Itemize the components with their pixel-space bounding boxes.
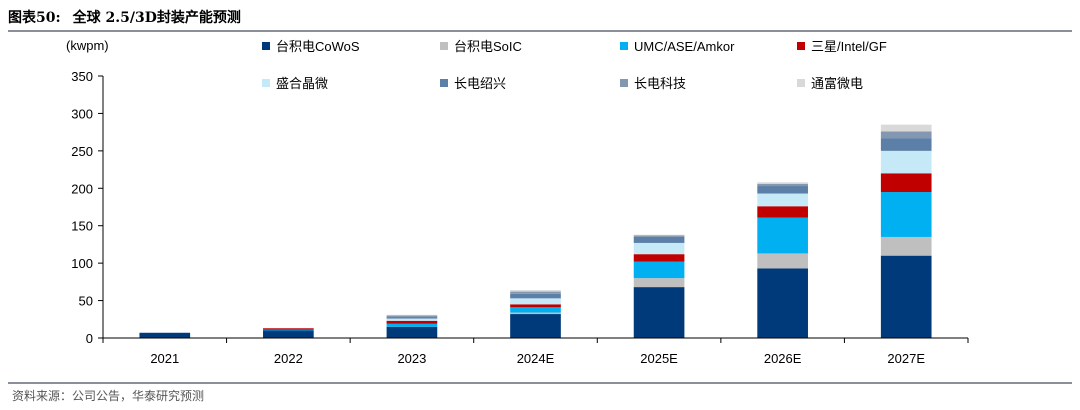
legend: 台积电CoWoS 台积电SoIC UMC/ASE/Amkor 三星/Intel/GF 盛…	[262, 39, 887, 91]
bar-segment	[757, 268, 808, 338]
x-tick-label: 2024E	[517, 351, 555, 366]
bar-segment	[510, 307, 561, 313]
bar-segment	[510, 304, 561, 308]
x-tick-label: 2026E	[764, 351, 802, 366]
bar-segment	[880, 124, 932, 132]
figure-number: 图表50:	[8, 10, 61, 26]
legend-label: 台积电SoIC	[454, 39, 522, 54]
bar-segment	[880, 138, 932, 151]
y-tick-label: 0	[86, 331, 93, 346]
y-tick-label: 250	[71, 144, 93, 159]
legend-label: UMC/ASE/Amkor	[634, 39, 735, 54]
legend-swatch	[440, 79, 448, 87]
legend-item: 三星/Intel/GF	[797, 39, 887, 54]
stacked-bar-chart: 台积电CoWoS 台积电SoIC UMC/ASE/Amkor 三星/Intel/GF 盛…	[66, 38, 969, 366]
bar-segment	[880, 173, 932, 193]
bar-segment	[633, 278, 685, 288]
bars	[139, 124, 932, 338]
bar-segment	[880, 131, 932, 139]
figure-source: 资料来源：公司公告，华泰研究预测	[8, 382, 1072, 406]
bar-segment	[510, 314, 561, 338]
bar-segment	[510, 298, 561, 305]
bar-segment	[633, 235, 685, 237]
legend-item: 盛合晶微	[262, 76, 328, 91]
legend-swatch	[262, 79, 270, 87]
bar-segment	[510, 290, 561, 292]
bar-segment	[757, 217, 808, 254]
bar-segment	[633, 234, 685, 236]
bar-segment	[633, 236, 685, 243]
legend-label: 三星/Intel/GF	[811, 39, 887, 54]
legend-item: 台积电SoIC	[440, 39, 522, 54]
bar-segment	[880, 236, 932, 256]
bar-segment	[633, 242, 685, 255]
y-tick-label: 200	[71, 181, 93, 196]
bar-segment	[757, 193, 808, 207]
legend-swatch	[797, 79, 805, 87]
y-tick-label: 150	[71, 219, 93, 234]
x-tick-label: 2023	[397, 351, 426, 366]
legend-label: 通富微电	[811, 76, 863, 91]
y-axis-unit: (kwpm)	[66, 38, 109, 53]
y-tick-label: 50	[79, 294, 93, 309]
bar-segment	[510, 312, 561, 315]
bar-segment	[263, 328, 314, 330]
legend-swatch	[797, 42, 805, 50]
legend-label: 盛合晶微	[276, 76, 328, 91]
bar-segment	[386, 314, 438, 316]
bar-segment	[880, 192, 932, 237]
x-tick-label: 2022	[274, 351, 303, 366]
x-tick-label: 2027E	[887, 351, 925, 366]
bar-segment	[386, 326, 438, 338]
legend-label: 长电科技	[634, 76, 686, 91]
legend-swatch	[262, 42, 270, 50]
bar-segment	[757, 253, 808, 269]
bar-segment	[263, 329, 314, 331]
y-tick-label: 350	[71, 69, 93, 84]
bar-segment	[757, 183, 808, 187]
y-tick-label: 100	[71, 256, 93, 271]
bar-segment	[386, 318, 438, 321]
y-tick-label: 300	[71, 106, 93, 121]
legend-swatch	[440, 42, 448, 50]
bar-segment	[386, 323, 438, 327]
x-tick-label: 2025E	[640, 351, 678, 366]
bar-segment	[386, 317, 438, 319]
bar-segment	[633, 254, 685, 262]
bar-segment	[633, 261, 685, 279]
legend-label: 台积电CoWoS	[276, 39, 360, 54]
figure-title: 全球 2.5/3D封装产能预测	[72, 10, 241, 26]
legend-item: UMC/ASE/Amkor	[620, 39, 735, 54]
legend-swatch	[620, 79, 628, 87]
legend-item: 通富微电	[797, 76, 863, 91]
bar-segment	[263, 330, 314, 338]
bar-segment	[139, 332, 191, 338]
bar-segment	[510, 291, 561, 294]
bar-segment	[757, 186, 808, 194]
bar-segment	[757, 182, 808, 184]
bar-segment	[880, 150, 932, 174]
bar-segment	[880, 255, 932, 338]
legend-item: 长电绍兴	[440, 76, 506, 91]
y-axis: 0 50 100 150 200 250 300 350	[71, 69, 104, 346]
figure-header: 图表50: 全球 2.5/3D封装产能预测	[8, 4, 1072, 32]
bar-segment	[510, 293, 561, 299]
bar-segment	[386, 320, 438, 324]
legend-swatch	[620, 42, 628, 50]
x-axis: 2021 2022 2023 2024E 2025E 2026E 2027E	[102, 337, 969, 366]
bar-segment	[757, 206, 808, 218]
legend-label: 长电绍兴	[454, 76, 506, 91]
x-tick-label: 2021	[150, 351, 179, 366]
legend-item: 台积电CoWoS	[262, 39, 360, 54]
bar-segment	[633, 287, 685, 338]
bar-segment	[386, 315, 438, 318]
legend-item: 长电科技	[620, 76, 686, 91]
